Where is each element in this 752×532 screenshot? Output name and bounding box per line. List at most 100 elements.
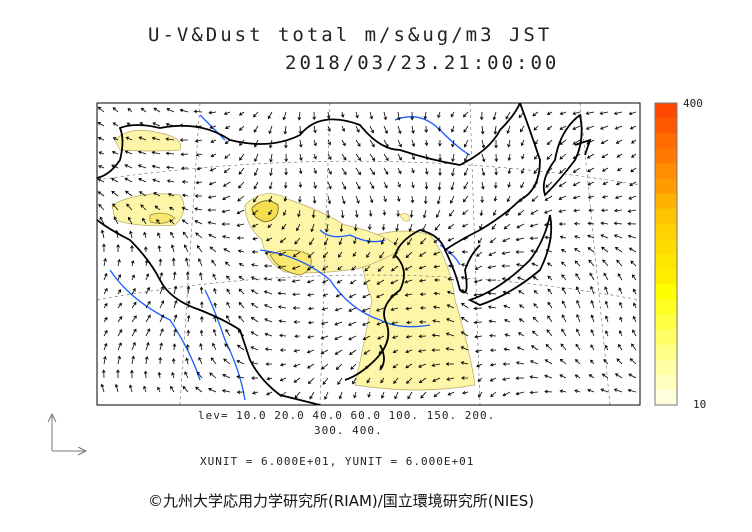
wind-arrow xyxy=(419,306,427,310)
wind-arrow xyxy=(460,276,469,281)
wind-arrow xyxy=(355,167,361,176)
wind-arrow xyxy=(575,286,581,295)
wind-arrow xyxy=(226,315,231,323)
wind-arrow xyxy=(184,257,189,267)
wind-arrow xyxy=(575,273,581,281)
wind-arrow xyxy=(505,111,511,120)
wind-arrow xyxy=(418,363,427,368)
wind-arrow xyxy=(449,195,455,204)
wind-arrow xyxy=(354,209,359,218)
wind-arrow xyxy=(158,356,163,365)
wind-arrow xyxy=(184,371,189,379)
wind-arrow xyxy=(438,153,442,162)
wind-arrow xyxy=(213,287,217,295)
wind-arrow xyxy=(298,125,303,135)
plot-frame xyxy=(96,102,641,406)
wind-arrow xyxy=(447,264,455,268)
wind-arrow xyxy=(298,195,302,203)
wind-arrow xyxy=(447,391,455,396)
wind-arrow xyxy=(138,191,147,197)
wind-arrow xyxy=(489,377,497,382)
wind-arrow xyxy=(411,181,415,189)
wind-arrow xyxy=(613,234,623,239)
wind-arrow xyxy=(251,223,259,228)
wind-arrow xyxy=(334,307,343,312)
wind-arrow xyxy=(590,299,595,309)
wind-arrow xyxy=(383,153,389,162)
wind-arrow xyxy=(98,165,105,169)
wind-arrow xyxy=(487,305,497,309)
wind-arrow xyxy=(236,375,245,379)
wind-arrow xyxy=(283,195,288,202)
wind-arrow xyxy=(131,315,137,323)
wind-arrow xyxy=(307,251,315,258)
wind-arrow xyxy=(451,139,455,148)
wind-arrow xyxy=(473,279,483,284)
wind-arrow xyxy=(404,293,413,297)
wind-arrow xyxy=(195,232,203,239)
wind-arrow xyxy=(433,264,441,269)
wind-arrow xyxy=(544,195,553,201)
wind-arrow xyxy=(463,181,469,190)
wind-arrow xyxy=(237,195,245,202)
wind-arrow xyxy=(320,335,329,340)
wind-arrow xyxy=(572,181,581,187)
wind-arrow xyxy=(306,279,315,284)
wind-arrow xyxy=(446,304,455,309)
wind-arrow xyxy=(173,314,178,323)
wind-arrow xyxy=(126,203,133,211)
wind-arrow xyxy=(632,329,637,337)
wind-arrow xyxy=(238,167,245,175)
wind-arrow xyxy=(446,290,455,295)
wind-arrow xyxy=(613,208,623,213)
wind-arrow xyxy=(131,328,137,337)
wind-arrow xyxy=(600,234,609,239)
wind-arrow xyxy=(169,206,175,211)
wind-arrow xyxy=(604,286,609,295)
wind-arrow xyxy=(627,234,637,239)
title-line-1: U-V&Dust total m/s&ug/m3 JST xyxy=(148,24,553,46)
wind-arrow xyxy=(225,125,231,129)
wind-arrow xyxy=(520,139,525,147)
wind-arrow xyxy=(173,328,177,337)
wind-arrow xyxy=(516,346,525,351)
wind-arrow xyxy=(392,349,399,354)
wind-arrow xyxy=(628,373,637,379)
wind-arrow xyxy=(199,286,204,295)
wind-arrow xyxy=(223,167,231,174)
wind-arrow xyxy=(559,139,567,145)
wind-arrow xyxy=(207,195,217,199)
wind-arrow xyxy=(587,195,595,199)
wind-arrow xyxy=(534,153,539,160)
wind-arrow xyxy=(100,383,105,393)
wind-arrow xyxy=(284,153,289,163)
wind-arrow xyxy=(297,209,301,218)
wind-arrow xyxy=(263,290,273,295)
wind-arrow xyxy=(353,237,357,245)
wind-arrow xyxy=(473,306,483,311)
wind-arrow xyxy=(418,278,427,283)
wind-arrow xyxy=(165,137,175,141)
wind-arrow xyxy=(369,139,375,148)
wind-arrow xyxy=(294,334,301,339)
wind-arrow xyxy=(298,167,303,175)
colorbar-max-label: 400 xyxy=(683,97,703,110)
wind-arrow xyxy=(186,300,191,309)
wind-arrow xyxy=(213,315,217,323)
wind-arrow xyxy=(559,235,567,239)
wind-arrow xyxy=(380,391,385,399)
wind-arrow xyxy=(601,373,609,379)
wind-arrow xyxy=(600,208,609,213)
wind-arrow xyxy=(493,195,498,202)
wind-arrow xyxy=(587,167,595,173)
wind-arrow xyxy=(154,205,161,211)
wind-arrow xyxy=(507,167,512,175)
wind-arrow xyxy=(377,335,385,340)
wind-arrow xyxy=(250,346,259,351)
wind-arrow xyxy=(183,244,189,253)
wind-arrow xyxy=(574,260,581,267)
wind-arrow xyxy=(179,123,189,128)
wind-arrow xyxy=(629,181,637,187)
wind-arrow xyxy=(546,111,553,115)
